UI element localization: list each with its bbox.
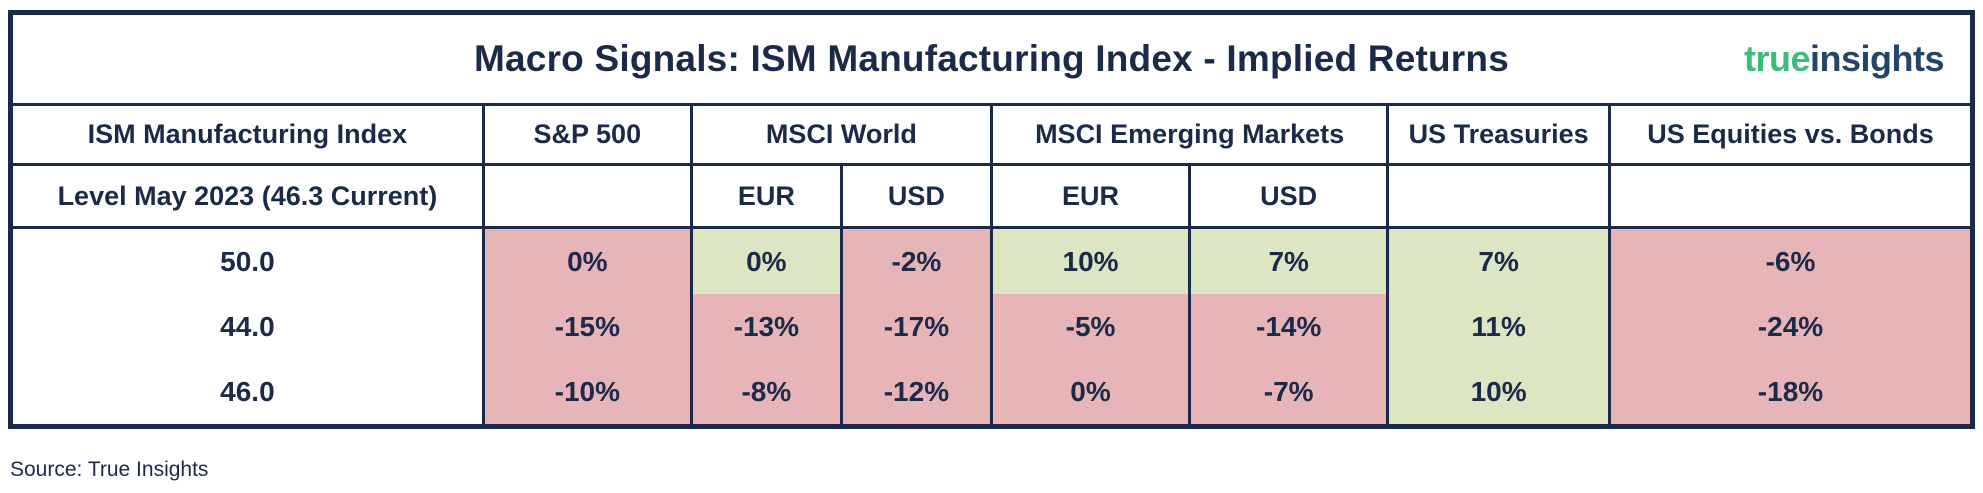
value-cell-us-eq-vs-bonds: -24% [1607, 294, 1975, 359]
col-header-msci-em: MSCI Emerging Markets [989, 103, 1390, 166]
value-cell-sp500: -15% [481, 294, 693, 359]
col-header-us-eq-vs-bonds: US Equities vs. Bonds [1607, 103, 1975, 166]
subheader-em-usd: USD [1188, 163, 1390, 229]
value-cell-us-eq-vs-bonds: -18% [1607, 359, 1975, 427]
implied-returns-panel: Macro Signals: ISM Manufacturing Index -… [8, 10, 1975, 429]
value-cell-us-treasuries: 7% [1386, 227, 1611, 294]
subheader-msci-world-usd: USD [839, 163, 993, 229]
value-cell-us-treasuries: 11% [1386, 294, 1611, 359]
true-insights-logo: trueinsights [1743, 38, 1945, 80]
sub-header-row: Level May 2023 (46.3 Current) EUR USD EU… [9, 163, 1975, 229]
level-cell: 46.0 [9, 359, 485, 427]
col-header-ism: ISM Manufacturing Index [9, 103, 485, 166]
value-cell-us-treasuries: 10% [1386, 359, 1611, 427]
value-cell-us-eq-vs-bonds: -6% [1607, 227, 1975, 294]
logo-word-true: true [1743, 38, 1811, 79]
col-header-sp500: S&P 500 [481, 103, 693, 166]
page-title: Macro Signals: ISM Manufacturing Index -… [474, 38, 1509, 79]
value-cell-msci-world-eur: 0% [689, 227, 843, 294]
subheader-em-eur: EUR [989, 163, 1192, 229]
table-row-level-46: 46.0 -10% -8% -12% 0% -7% 10% -18% [9, 359, 1975, 427]
subheader-msci-world-eur: EUR [689, 163, 843, 229]
value-cell-em-usd: 7% [1188, 227, 1390, 294]
title-cell: Macro Signals: ISM Manufacturing Index -… [9, 11, 1974, 106]
value-cell-sp500: 0% [481, 227, 693, 294]
level-cell: 44.0 [9, 294, 485, 359]
column-header-row: ISM Manufacturing Index S&P 500 MSCI Wor… [9, 103, 1975, 166]
value-cell-msci-world-usd: -17% [839, 294, 993, 359]
implied-returns-table: Macro Signals: ISM Manufacturing Index -… [8, 10, 1975, 429]
table-row-level-44: 44.0 -15% -13% -17% -5% -14% 11% -24% [9, 294, 1975, 359]
value-cell-msci-world-eur: -13% [689, 294, 843, 359]
value-cell-msci-world-usd: -12% [839, 359, 993, 427]
subheader-level-label: Level May 2023 (46.3 Current) [9, 163, 485, 229]
subheader-ust-empty [1386, 163, 1611, 229]
value-cell-msci-world-eur: -8% [689, 359, 843, 427]
source-note: Source: True Insights [10, 458, 209, 481]
subheader-sp500-empty [481, 163, 693, 229]
value-cell-em-eur: 0% [989, 359, 1192, 427]
value-cell-msci-world-usd: -2% [839, 227, 993, 294]
col-header-us-treasuries: US Treasuries [1386, 103, 1611, 166]
value-cell-sp500: -10% [481, 359, 693, 427]
value-cell-em-eur: -5% [989, 294, 1192, 359]
col-header-msci-world: MSCI World [689, 103, 993, 166]
level-cell: 50.0 [9, 227, 485, 294]
logo-word-insights: insights [1809, 38, 1945, 79]
title-row: Macro Signals: ISM Manufacturing Index -… [9, 11, 1974, 106]
value-cell-em-usd: -14% [1188, 294, 1390, 359]
table-row-level-50: 50.0 0% 0% -2% 10% 7% 7% -6% [9, 227, 1975, 294]
subheader-eqb-empty [1607, 163, 1975, 229]
value-cell-em-eur: 10% [989, 227, 1192, 294]
value-cell-em-usd: -7% [1188, 359, 1390, 427]
